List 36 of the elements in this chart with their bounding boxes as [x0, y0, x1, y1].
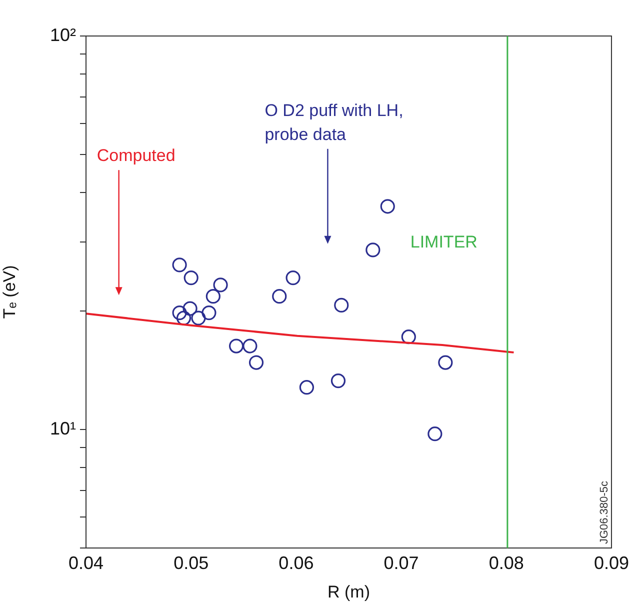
- point: [206, 289, 220, 304]
- point: [202, 305, 216, 320]
- point: [172, 258, 187, 272]
- point: [176, 310, 192, 326]
- point: [428, 426, 442, 442]
- point: [242, 338, 258, 354]
- point: [334, 298, 349, 312]
- point: [380, 199, 395, 214]
- point: [172, 305, 187, 320]
- point: [184, 270, 198, 286]
- point: [191, 310, 206, 326]
- y-tick-label: 10¹: [50, 418, 76, 439]
- point: [272, 289, 287, 304]
- x-tick-label: 0.05: [174, 552, 209, 573]
- point: [299, 380, 314, 395]
- point: [286, 270, 300, 286]
- point: [182, 301, 198, 316]
- y-tick-label: 10²: [50, 24, 76, 45]
- x-axis-title: R (m): [328, 582, 370, 602]
- x-tick-label: 0.07: [384, 552, 419, 573]
- annotation: JG06.380-5c: [598, 480, 611, 544]
- point: [438, 355, 453, 370]
- point: [330, 373, 346, 388]
- y-axis-title: Tₑ (eV): [0, 265, 19, 319]
- x-tick-label: 0.04: [68, 552, 104, 573]
- annotation: O D2 puff with LH, probe data: [264, 100, 404, 144]
- x-tick-label: 0.09: [594, 552, 630, 573]
- x-tick-label: 0.08: [488, 552, 524, 573]
- point: [401, 330, 416, 344]
- ref-line-label: LIMITER: [410, 232, 478, 252]
- point: [228, 338, 244, 354]
- point: [366, 242, 380, 258]
- point: [213, 278, 228, 292]
- x-tick-label: 0.06: [278, 552, 314, 573]
- point: [248, 355, 264, 370]
- annotation: Computed: [96, 146, 176, 166]
